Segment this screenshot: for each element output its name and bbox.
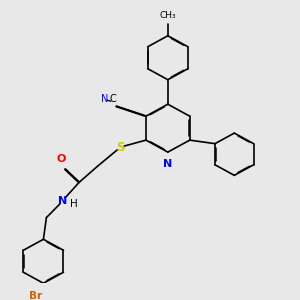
Text: N: N <box>58 196 68 206</box>
Text: N: N <box>163 159 172 169</box>
Text: O: O <box>57 154 66 164</box>
Text: C: C <box>109 94 116 104</box>
Text: H: H <box>70 199 78 208</box>
Text: CH₃: CH₃ <box>160 11 176 20</box>
Text: N: N <box>101 94 109 104</box>
Text: Br: Br <box>29 291 43 300</box>
Text: S: S <box>116 141 125 154</box>
